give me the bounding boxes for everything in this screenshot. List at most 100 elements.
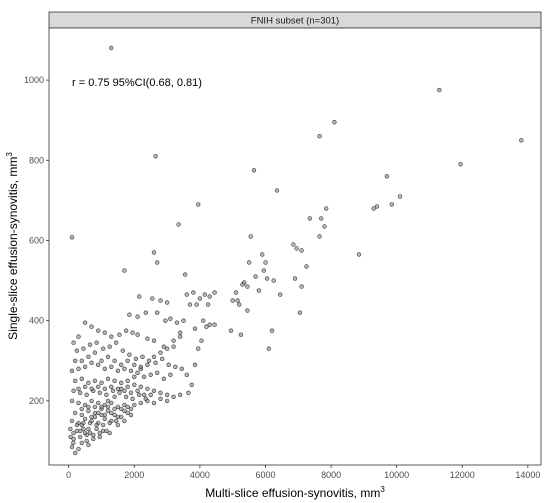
data-point [115, 422, 121, 428]
data-point [79, 412, 85, 418]
data-point [92, 404, 98, 410]
data-point [168, 372, 173, 377]
data-point [72, 378, 78, 383]
data-point [100, 422, 106, 428]
data-point [207, 322, 212, 327]
data-point [151, 250, 157, 255]
y-axis: 200 400 600 800 1000 [24, 75, 49, 406]
data-point [196, 202, 201, 207]
facet-strip-label: FNIH subset (n=301) [251, 16, 339, 27]
data-point [89, 386, 94, 391]
data-point [99, 380, 104, 385]
data-point [99, 358, 104, 363]
data-point [264, 276, 270, 281]
data-point [141, 392, 147, 397]
data-point [79, 358, 85, 363]
data-point [122, 408, 127, 414]
data-point [278, 292, 283, 297]
data-point [107, 420, 112, 426]
data-point [132, 402, 137, 408]
data-point [176, 222, 181, 227]
data-point [82, 416, 88, 422]
data-point [81, 346, 86, 351]
data-point [132, 362, 137, 367]
data-point [161, 344, 167, 349]
data-point [181, 318, 186, 323]
x-tick-label: 4000 [190, 470, 210, 480]
data-point [332, 119, 337, 125]
data-point [113, 340, 119, 345]
data-point [95, 384, 101, 389]
data-point [82, 384, 88, 389]
data-point [69, 398, 75, 404]
data-point [317, 134, 322, 139]
data-point [84, 432, 89, 438]
data-point [205, 302, 211, 307]
data-point [87, 420, 93, 426]
data-point [238, 332, 244, 337]
data-point [97, 434, 103, 440]
data-point [81, 426, 86, 432]
data-point [151, 338, 157, 343]
data-point [155, 310, 160, 315]
x-tick-label: 6000 [255, 470, 275, 480]
data-point [274, 188, 280, 193]
data-point [135, 370, 140, 375]
data-point [184, 292, 190, 297]
data-point [135, 332, 140, 337]
data-point [171, 394, 176, 399]
data-point [137, 392, 142, 397]
data-point [91, 432, 96, 438]
data-point [86, 380, 91, 385]
data-point [89, 360, 94, 365]
data-point [95, 400, 101, 406]
y-tick-label: 200 [29, 396, 44, 406]
data-point [228, 328, 234, 333]
data-point [82, 320, 88, 325]
data-point [235, 298, 240, 303]
data-point [458, 162, 463, 167]
data-point [86, 404, 91, 410]
data-point [153, 360, 158, 365]
data-point [79, 406, 85, 412]
data-point [72, 410, 78, 416]
data-point [125, 358, 130, 363]
data-point [112, 406, 117, 412]
y-axis-title: Single-slice effusion-synovitis, mm3 [5, 152, 20, 340]
data-point [115, 404, 121, 410]
data-point [204, 324, 209, 329]
data-point [122, 388, 127, 393]
data-point [122, 268, 127, 273]
data-point [145, 386, 150, 391]
data-point [74, 422, 80, 428]
data-point [299, 284, 304, 289]
y-tick-label: 600 [29, 235, 44, 245]
data-point [69, 418, 75, 424]
data-point [102, 412, 108, 418]
data-point [161, 376, 167, 381]
data-point [89, 398, 94, 404]
data-point [127, 312, 132, 317]
x-tick-label: 8000 [321, 470, 341, 480]
data-point [151, 400, 157, 406]
data-point [138, 400, 144, 406]
data-point [307, 216, 312, 221]
data-point [194, 302, 199, 307]
data-point [109, 45, 114, 51]
data-point [164, 300, 170, 305]
data-point [109, 384, 114, 389]
data-point [113, 418, 119, 424]
data-point [97, 390, 103, 395]
data-point [102, 416, 108, 422]
data-point [269, 328, 275, 333]
data-point [356, 252, 362, 257]
data-point [123, 394, 129, 399]
data-point [158, 396, 163, 401]
data-point [191, 290, 196, 295]
data-point [109, 334, 114, 339]
data-point [86, 442, 91, 448]
data-point [197, 296, 203, 301]
data-point [187, 302, 193, 307]
data-point [248, 234, 253, 239]
